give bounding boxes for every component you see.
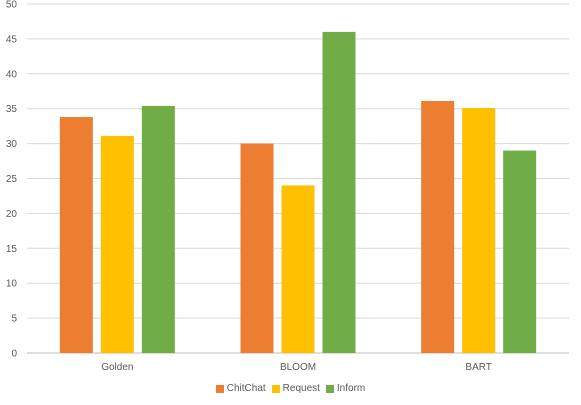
legend-label: Inform xyxy=(336,383,366,394)
y-tick-label: 40 xyxy=(6,69,18,80)
y-tick-label: 45 xyxy=(6,34,18,45)
legend-item-chitchat: ChitChat xyxy=(215,383,266,394)
bar-chitchat-bart xyxy=(421,101,455,353)
y-axis-ticks: 0 5 10 15 20 25 30 35 40 45 50 xyxy=(6,0,18,360)
y-tick-label: 50 xyxy=(6,0,18,11)
x-tick-label: BLOOM xyxy=(280,362,316,373)
y-tick-label: 15 xyxy=(6,244,18,255)
bar-inform-golden xyxy=(141,105,175,354)
bar-chart: 0 5 10 15 20 25 30 35 40 45 50 Golden BLOOM BART xyxy=(6,0,569,373)
y-tick-label: 5 xyxy=(11,314,17,325)
bar-request-bloom xyxy=(281,185,315,353)
bar-chitchat-bloom xyxy=(240,143,274,353)
y-tick-label: 0 xyxy=(11,349,17,360)
legend-label: Request xyxy=(282,383,320,394)
legend-swatch xyxy=(325,384,334,393)
y-tick-label: 10 xyxy=(6,279,18,290)
legend-swatch xyxy=(271,384,280,393)
y-tick-label: 25 xyxy=(6,174,18,185)
legend-label: ChitChat xyxy=(226,383,266,394)
bars xyxy=(59,31,537,354)
bar-inform-bloom xyxy=(322,31,356,353)
x-tick-label: Golden xyxy=(101,362,133,373)
y-tick-label: 35 xyxy=(6,104,18,115)
legend: ChitChat Request Inform xyxy=(0,383,581,394)
legend-item-request: Request xyxy=(271,383,320,394)
bar-request-golden xyxy=(100,135,134,353)
y-tick-label: 30 xyxy=(6,139,18,150)
bar-chitchat-golden xyxy=(59,117,93,354)
x-axis-ticks: Golden BLOOM BART xyxy=(101,362,492,373)
legend-item-inform: Inform xyxy=(325,383,366,394)
y-tick-label: 20 xyxy=(6,209,18,220)
bar-request-bart xyxy=(462,108,496,353)
x-tick-label: BART xyxy=(465,362,492,373)
legend-swatch xyxy=(215,384,224,393)
bar-inform-bart xyxy=(503,150,537,353)
